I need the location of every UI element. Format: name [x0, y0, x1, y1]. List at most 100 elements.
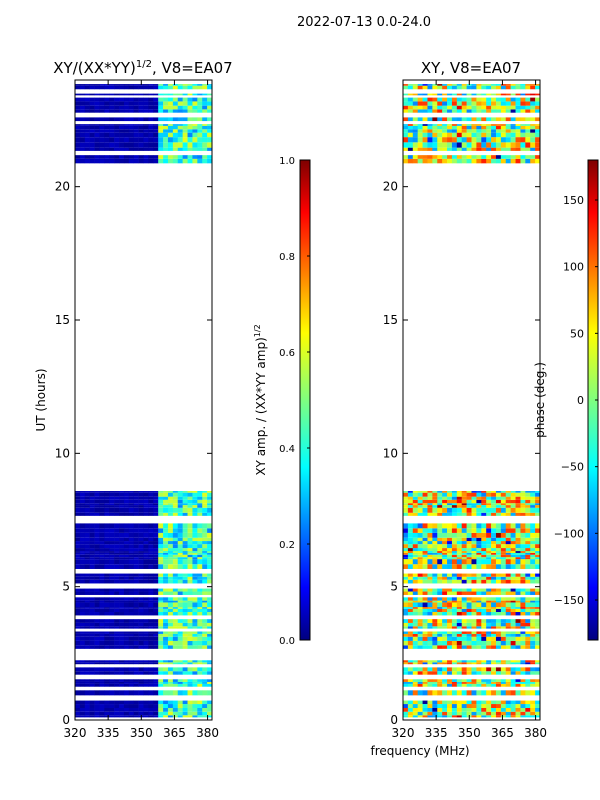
heatmap-cell — [123, 129, 130, 133]
heatmap-cell — [163, 507, 169, 513]
heatmap-cell — [128, 612, 135, 616]
heatmap-cell — [177, 142, 183, 148]
heatmap-cell — [153, 97, 159, 102]
heatmap-cell — [476, 612, 482, 616]
heatmap-cell — [84, 512, 90, 516]
heatmap-cell — [500, 681, 507, 684]
heatmap-cell — [172, 117, 179, 122]
heatmap-cell — [403, 619, 409, 623]
heatmap-cell — [163, 564, 169, 569]
heatmap-cell — [466, 622, 472, 627]
heatmap-cell — [128, 636, 135, 641]
heatmap-cell — [158, 124, 164, 126]
heatmap-cell — [123, 155, 130, 159]
heatmap-cell — [486, 505, 492, 508]
heatmap-cell — [451, 505, 458, 508]
heatmap-cell — [407, 631, 414, 634]
heatmap-cell — [466, 124, 472, 126]
heatmap-cell — [153, 105, 159, 110]
heatmap-cell — [471, 548, 477, 552]
heatmap-cell — [109, 117, 115, 122]
heatmap-cell — [481, 564, 487, 569]
heatmap-cell — [403, 512, 409, 516]
heatmap-cell — [128, 600, 135, 603]
heatmap-cell — [94, 622, 100, 627]
heatmap-cell — [495, 711, 502, 716]
heatmap-cell — [177, 608, 183, 613]
heatmap-cell — [500, 619, 507, 623]
heatmap-cell — [202, 588, 208, 592]
heatmap-cell — [148, 544, 154, 549]
heatmap-cell — [417, 492, 423, 497]
heatmap-cell — [182, 528, 188, 533]
heatmap-cell — [172, 532, 179, 538]
heatmap-cell — [427, 640, 433, 646]
heatmap-cell — [128, 544, 135, 549]
heatmap-cell — [403, 109, 409, 113]
heatmap-cell — [143, 564, 149, 569]
heatmap-cell — [466, 544, 472, 549]
heatmap-cell — [515, 612, 521, 616]
y-tick-label: 20 — [383, 180, 398, 194]
heatmap-cell — [153, 537, 159, 542]
heatmap-cell — [403, 636, 409, 641]
heatmap-cell — [104, 124, 110, 126]
heatmap-cell — [466, 551, 472, 553]
heatmap-cell — [491, 631, 497, 634]
heatmap-cell — [403, 631, 409, 634]
heatmap-cell — [84, 640, 90, 646]
heatmap-cell — [412, 512, 418, 516]
heatmap-cell — [75, 681, 81, 684]
heatmap-cell — [442, 607, 448, 609]
heatmap-cell — [466, 602, 472, 608]
heatmap-cell — [182, 554, 188, 558]
heatmap-cell — [510, 645, 516, 649]
heatmap-cell — [471, 660, 477, 663]
heatmap-cell — [525, 602, 531, 608]
heatmap-cell — [163, 645, 169, 649]
heatmap-cell — [187, 612, 193, 616]
heatmap-cell — [177, 622, 183, 627]
heatmap-cell — [75, 607, 81, 609]
heatmap-cell — [407, 588, 414, 592]
heatmap-cell — [471, 541, 477, 545]
heatmap-cell — [407, 711, 414, 716]
heatmap-cell — [123, 700, 130, 705]
heatmap-cell — [187, 602, 193, 608]
heatmap-cell — [466, 607, 472, 609]
heatmap-cell — [143, 117, 149, 122]
heatmap-cell — [535, 105, 541, 110]
heatmap-cell — [143, 541, 149, 545]
heatmap-cell — [123, 597, 130, 601]
heatmap-cell — [84, 109, 90, 113]
heatmap-cell — [535, 591, 541, 595]
heatmap-cell — [451, 158, 458, 164]
heatmap-cell — [84, 591, 90, 595]
heatmap-cell — [520, 715, 526, 718]
heatmap-cell — [104, 591, 110, 595]
heatmap-cell — [128, 496, 135, 500]
heatmap-cell — [84, 607, 90, 609]
heatmap-cell — [123, 93, 130, 96]
heatmap-cell — [500, 105, 507, 110]
heatmap-cell — [167, 619, 174, 623]
heatmap-cell — [167, 554, 174, 558]
heatmap-cell — [99, 631, 105, 634]
heatmap-cell — [505, 576, 511, 580]
heatmap-cell — [530, 551, 536, 553]
heatmap-cell — [167, 537, 174, 542]
heatmap-cell — [177, 503, 183, 506]
heatmap-cell — [94, 576, 100, 580]
heatmap-cell — [94, 704, 100, 708]
heatmap-cell — [427, 548, 433, 552]
heatmap-cell — [187, 155, 193, 159]
heatmap-cell — [143, 671, 149, 675]
heatmap-cell — [535, 579, 541, 584]
heatmap-cell — [158, 537, 164, 542]
heatmap-cell — [505, 491, 511, 493]
heatmap-cell — [109, 671, 115, 675]
heatmap-cell — [476, 505, 482, 508]
heatmap-cell — [456, 137, 463, 143]
heatmap-cell — [109, 147, 115, 151]
heatmap-cell — [79, 631, 86, 634]
